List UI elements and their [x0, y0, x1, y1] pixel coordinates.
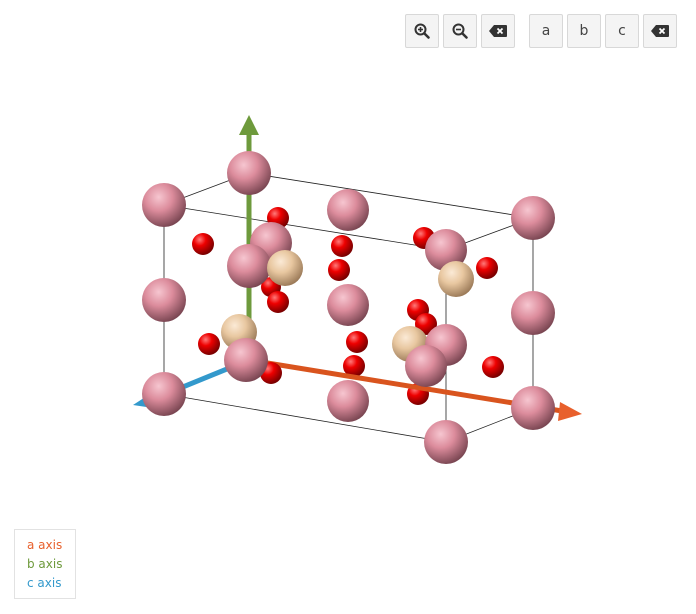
- zoom-in-icon: [414, 23, 430, 39]
- atom-oxygen: [343, 355, 365, 377]
- atom-metal: [142, 183, 186, 227]
- atom-oxygen: [267, 291, 289, 313]
- legend-b-axis: b axis: [27, 557, 63, 571]
- atom-oxygen: [346, 331, 368, 353]
- atom-metal: [142, 372, 186, 416]
- backspace-icon: [651, 25, 669, 37]
- view-a-button[interactable]: a: [529, 14, 563, 48]
- zoom-in-button[interactable]: [405, 14, 439, 48]
- atom-metal: [142, 278, 186, 322]
- view-c-button[interactable]: c: [605, 14, 639, 48]
- atom-metal: [327, 380, 369, 422]
- legend-a-axis: a axis: [27, 538, 63, 552]
- atom-tan: [438, 261, 474, 297]
- atom-metal: [424, 420, 468, 464]
- atom-metal: [227, 151, 271, 195]
- atom-metal: [511, 196, 555, 240]
- atoms-front: [142, 151, 555, 464]
- atom-oxygen: [482, 356, 504, 378]
- atom-metal: [511, 386, 555, 430]
- atom-metal: [227, 244, 271, 288]
- atom-oxygen: [331, 235, 353, 257]
- backspace-icon: [489, 25, 507, 37]
- atom-oxygen: [192, 233, 214, 255]
- view-b-button[interactable]: b: [567, 14, 601, 48]
- atom-metal: [511, 291, 555, 335]
- atom-metal: [327, 284, 369, 326]
- axis-a: [248, 357, 582, 421]
- reset-button[interactable]: [481, 14, 515, 48]
- atom-metal: [425, 229, 467, 271]
- atom-metal: [224, 338, 268, 382]
- zoom-out-button[interactable]: [443, 14, 477, 48]
- atoms-back: [192, 189, 504, 422]
- atom-oxygen: [198, 333, 220, 355]
- atom-tan: [267, 250, 303, 286]
- clear-view-button[interactable]: [643, 14, 677, 48]
- legend-c-axis: c axis: [27, 576, 62, 590]
- atom-metal: [405, 345, 447, 387]
- zoom-out-icon: [452, 23, 468, 39]
- view-toolbar: a b c: [405, 14, 681, 48]
- atom-oxygen: [328, 259, 350, 281]
- atom-oxygen: [476, 257, 498, 279]
- axis-legend: a axis b axis c axis: [14, 529, 76, 599]
- atom-metal: [327, 189, 369, 231]
